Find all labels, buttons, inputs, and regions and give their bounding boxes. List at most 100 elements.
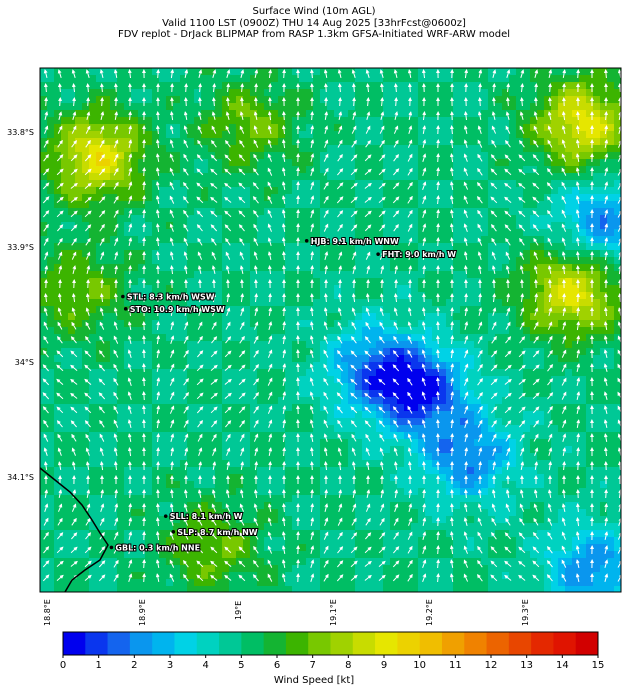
field-cell [411, 124, 419, 132]
field-cell [362, 229, 370, 237]
field-cell [355, 404, 363, 412]
field-cell [82, 110, 90, 118]
field-cell [404, 236, 412, 244]
field-cell [271, 390, 279, 398]
field-cell [194, 271, 202, 279]
field-cell [467, 481, 475, 489]
field-cell [558, 215, 566, 223]
field-cell [537, 138, 545, 146]
field-cell [383, 376, 391, 384]
field-cell [544, 425, 552, 433]
field-cell [341, 264, 349, 272]
field-cell [579, 425, 587, 433]
field-cell [579, 320, 587, 328]
field-cell [439, 390, 447, 398]
field-cell [47, 397, 55, 405]
field-cell [96, 313, 104, 321]
field-cell [397, 327, 405, 335]
field-cell [117, 397, 125, 405]
field-cell [152, 411, 160, 419]
field-cell [362, 264, 370, 272]
field-cell [579, 194, 587, 202]
field-cell [446, 243, 454, 251]
field-cell [61, 285, 69, 293]
field-cell [425, 103, 433, 111]
field-cell [201, 82, 209, 90]
field-cell [285, 117, 293, 125]
field-cell [509, 250, 517, 258]
field-cell [446, 327, 454, 335]
field-cell [523, 75, 531, 83]
field-cell [47, 180, 55, 188]
field-cell [243, 222, 251, 230]
field-cell [446, 285, 454, 293]
field-cell [236, 243, 244, 251]
field-cell [600, 411, 608, 419]
field-cell [607, 250, 615, 258]
field-cell [187, 180, 195, 188]
field-cell [523, 320, 531, 328]
field-cell [82, 124, 90, 132]
field-cell [614, 313, 621, 321]
field-cell [558, 264, 566, 272]
field-cell [89, 306, 97, 314]
field-cell [229, 229, 237, 237]
field-cell [110, 82, 118, 90]
field-cell [299, 474, 307, 482]
field-cell [383, 292, 391, 300]
field-cell [243, 257, 251, 265]
field-cell [418, 348, 426, 356]
field-cell [264, 131, 272, 139]
field-cell [278, 327, 286, 335]
field-cell [131, 397, 139, 405]
field-cell [54, 152, 62, 160]
field-cell [558, 390, 566, 398]
field-cell [264, 460, 272, 468]
field-cell [467, 103, 475, 111]
field-cell [159, 103, 167, 111]
field-cell [327, 222, 335, 230]
field-cell [334, 432, 342, 440]
field-cell [593, 180, 601, 188]
field-cell [600, 376, 608, 384]
field-cell [348, 383, 356, 391]
field-cell [250, 425, 258, 433]
field-cell [495, 131, 503, 139]
field-cell [131, 89, 139, 97]
field-cell [439, 166, 447, 174]
field-cell [362, 481, 370, 489]
field-cell [47, 453, 55, 461]
field-cell [215, 68, 223, 76]
field-cell [530, 299, 538, 307]
field-cell [551, 215, 559, 223]
field-cell [285, 383, 293, 391]
field-cell [271, 215, 279, 223]
field-cell [523, 124, 531, 132]
field-cell [369, 474, 377, 482]
field-cell [313, 75, 321, 83]
field-cell [124, 110, 132, 118]
field-cell [229, 194, 237, 202]
field-cell [152, 152, 160, 160]
field-cell [453, 180, 461, 188]
field-cell [572, 201, 580, 209]
field-cell [579, 89, 587, 97]
field-cell [544, 341, 552, 349]
field-cell [159, 390, 167, 398]
field-cell [250, 117, 258, 125]
field-cell [47, 313, 55, 321]
field-cell [453, 418, 461, 426]
field-cell [180, 131, 188, 139]
field-cell [236, 334, 244, 342]
field-cell [341, 313, 349, 321]
field-cell [579, 250, 587, 258]
field-cell [229, 460, 237, 468]
field-cell [75, 82, 83, 90]
field-cell [40, 299, 48, 307]
field-cell [110, 320, 118, 328]
field-cell [278, 306, 286, 314]
field-cell [222, 82, 230, 90]
field-cell [138, 376, 146, 384]
field-cell [187, 453, 195, 461]
